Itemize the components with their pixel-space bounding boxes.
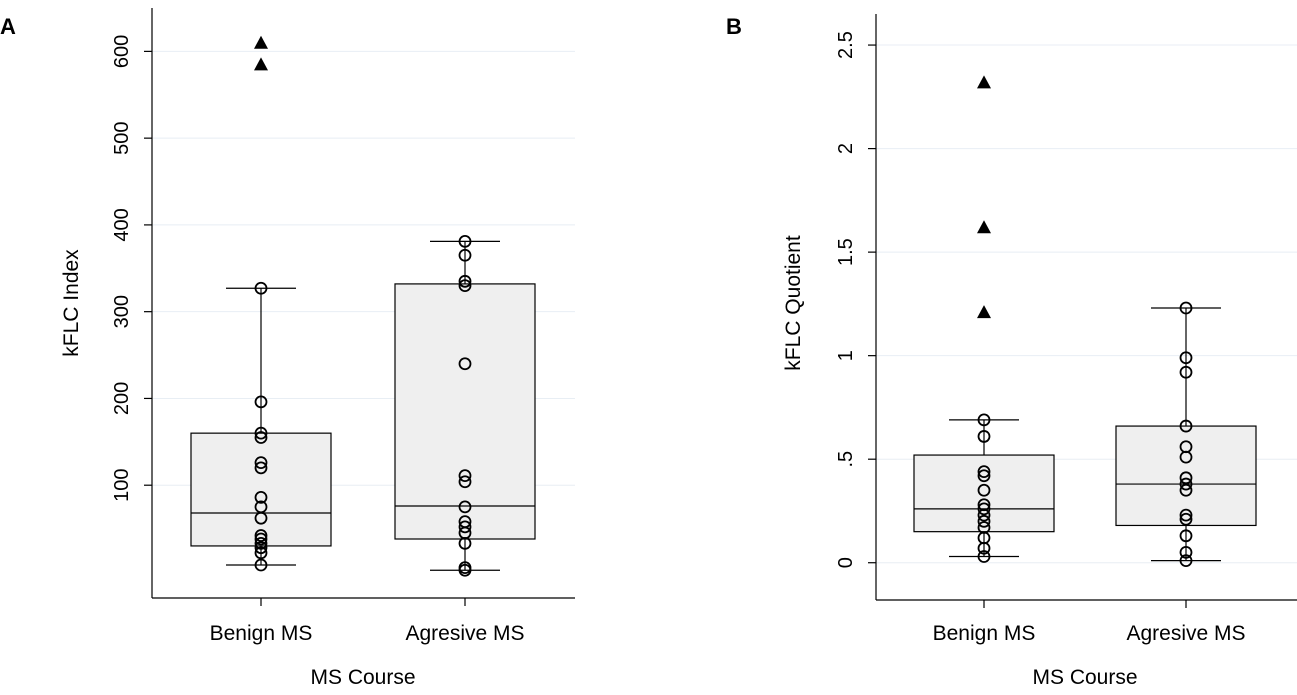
benign-ms-data-point — [977, 502, 991, 516]
benign-ms-data-point — [254, 431, 268, 444]
agresive-ms-data-point — [1179, 477, 1193, 491]
agresive-ms-data-point — [458, 234, 472, 248]
benign-ms-data-point — [254, 529, 268, 542]
agresive-ms-data-point — [1179, 512, 1193, 526]
y-tick-label: 2.5 — [835, 31, 857, 59]
benign-ms-box — [190, 432, 332, 547]
agresive-ms-data-point — [458, 520, 472, 534]
agresive-ms-data-point — [1179, 545, 1193, 559]
agresive-ms-data-point — [458, 357, 472, 371]
panel-b-kflc-quotient-chart: B 0 .5 1 1.5 2 2.5 Benign MS Agresive MS MS Cours… — [726, 14, 1297, 689]
benign-ms-data-point — [254, 546, 268, 560]
y-tick-label: 1 — [835, 350, 857, 361]
y-tick-label: 600 — [111, 35, 133, 68]
benign-ms-outlier-marker — [977, 305, 991, 319]
agresive-ms-data-point — [458, 475, 472, 489]
agresive-ms-data-point — [1179, 365, 1193, 379]
benign-ms-data-point — [254, 536, 268, 550]
panel-letter: B — [726, 14, 742, 39]
agresive-ms-data-point — [458, 279, 472, 293]
y-axis-title: kFLC Index — [60, 249, 83, 357]
agresive-ms-data-point — [458, 515, 472, 529]
y-axis-title: kFLC Quotient — [782, 235, 805, 371]
benign-ms-data-point — [977, 514, 991, 528]
agresive-ms-data-point — [1179, 419, 1193, 433]
x-category-label: Agresive MS — [405, 622, 524, 645]
y-tick-label: 400 — [111, 208, 133, 241]
benign-ms-box — [913, 454, 1055, 533]
agresive-ms-data-point — [1179, 471, 1193, 485]
agresive-ms-data-point — [1179, 554, 1193, 568]
benign-ms-outlier-marker — [254, 35, 268, 49]
agresive-ms-data-point — [458, 500, 472, 514]
benign-ms-data-point — [977, 550, 991, 563]
benign-ms-data-point — [254, 490, 268, 504]
y-tick-label: 1.5 — [835, 238, 857, 266]
x-axis-title: MS Course — [310, 666, 415, 689]
benign-ms-data-point — [977, 413, 991, 427]
benign-ms-data-point — [254, 541, 268, 555]
agresive-ms-box — [394, 283, 536, 540]
x-category-label: Agresive MS — [1126, 622, 1245, 645]
benign-ms-data-point — [254, 461, 268, 475]
y-tick-label: 0 — [835, 557, 857, 568]
agresive-ms-data-point — [1179, 440, 1193, 454]
benign-ms-data-point — [254, 426, 268, 440]
benign-ms-data-point — [977, 521, 991, 534]
y-tick-label: 2 — [835, 143, 857, 154]
agresive-ms-data-point — [1179, 529, 1193, 543]
y-tick-label: 200 — [111, 382, 133, 415]
x-category-label: Benign MS — [210, 622, 313, 645]
benign-ms-data-point — [254, 558, 268, 572]
benign-ms-data-point — [977, 430, 991, 443]
benign-ms-data-point — [977, 465, 991, 479]
benign-ms-data-point — [254, 532, 268, 546]
benign-ms-data-point — [977, 483, 991, 497]
agresive-ms-data-point — [458, 469, 472, 483]
benign-ms-data-point — [254, 456, 268, 470]
y-tick-label: 100 — [111, 469, 133, 502]
benign-ms-data-point — [977, 498, 991, 512]
benign-ms-data-point — [977, 469, 991, 483]
benign-ms-outlier-marker — [254, 57, 268, 71]
agresive-ms-data-point — [1179, 508, 1193, 522]
agresive-ms-data-point — [458, 248, 472, 262]
agresive-ms-data-point — [1179, 351, 1193, 365]
agresive-ms-data-point — [1179, 301, 1193, 315]
y-tick-label: .5 — [835, 451, 857, 468]
agresive-ms-data-point — [458, 274, 472, 288]
benign-ms-outlier-marker — [977, 220, 991, 234]
panel-letter: A — [0, 14, 16, 39]
x-axis-title: MS Course — [1032, 666, 1137, 689]
benign-ms-data-point — [254, 500, 268, 514]
benign-ms-data-point — [254, 281, 268, 295]
panel-a-kflc-index-chart: A 100 200 300 400 500 600 Benign MS Agresive MS M… — [0, 8, 575, 689]
x-category-label: Benign MS — [933, 622, 1036, 645]
y-tick-label: 500 — [111, 121, 133, 154]
agresive-ms-data-point — [1179, 483, 1193, 497]
benign-ms-outlier-marker — [977, 75, 991, 89]
y-tick-label: 300 — [111, 295, 133, 328]
benign-ms-data-point — [254, 395, 268, 409]
agresive-ms-data-point — [458, 561, 472, 575]
